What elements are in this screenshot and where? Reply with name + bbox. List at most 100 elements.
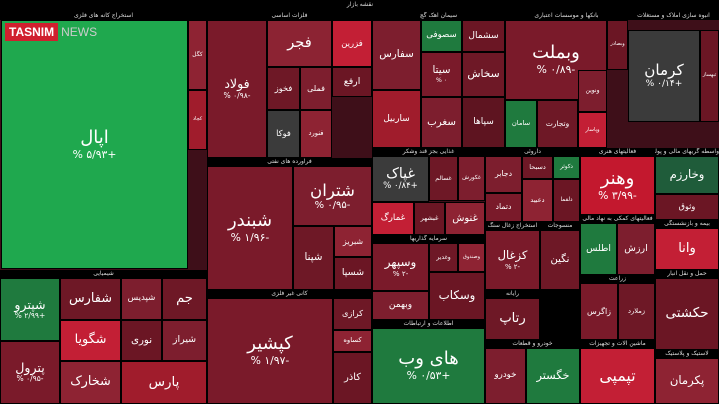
stock-name: کگل [192,51,203,58]
stock-tile: زاگرس [580,283,618,340]
stock-name: ارفع [343,75,361,87]
stock-name: وسپهر [384,254,417,269]
stock-name: های وب [398,348,459,370]
stock-name: جم [176,291,193,307]
sector-title: واسطه گریهای مالی و پولی [655,148,719,156]
stock-tile: شبندر -۱/۹۶ % [207,166,293,290]
stock-name: وخارزم [669,167,705,182]
stock-name: وسکاب [438,288,476,303]
stock-tile: غمارگ [372,202,414,235]
stock-tile: وثوق [655,194,719,220]
stock-name: شبریز [342,236,364,246]
stock-name: سخاش [467,67,500,81]
stock-tile: اطلس [580,223,617,275]
sector-title: ماشین آلات و تجهیزات [580,340,655,348]
stock-name: زملارد [627,306,646,315]
stock-tile: جم [162,278,207,320]
stock-tile: نوری [121,320,162,361]
stock-tile: پارس [121,361,207,404]
stock-tile: کرمان +۰/۱۴ % [628,30,700,122]
stock-change: -۰/۹۵ % [16,374,44,384]
stock-name: پترول [15,359,45,375]
stock-tile: ونوین [578,70,607,112]
stock-name: غنوش [452,212,478,224]
stock-tile: فولاد -۰/۹۸ % [207,20,267,158]
map-title: نقشه بازار [346,1,374,8]
stock-change: +۰/۱۴ % [645,79,683,90]
stock-name: شیراز [172,334,197,346]
sector-title: سیمان آهک گچ [372,12,505,20]
stock-tile: وبصادر [607,20,628,70]
sector-title: اطلاعات و ارتباطات [372,320,485,328]
stock-tile: نگین [540,230,580,290]
stock-name: کرمان [644,61,684,80]
stock-tile: سصوفی [421,20,462,52]
sector-title: حمل و نقل انبار [655,270,719,278]
stock-tile: فملی [300,67,332,110]
sector-title: فلزات اساسی [207,12,372,20]
stock-name: غبشهر [420,213,439,222]
stock-name: دسبحا [529,162,546,171]
stock-tile: شبریز [334,226,372,257]
stock-name: وصندوق [462,253,481,260]
stock-tile: وغدیر [429,243,458,272]
stock-name: وهنر [600,167,635,189]
stock-tile: شسپا [334,257,372,290]
stock-tile: دعبید [522,179,553,222]
stock-name: شفارس [69,290,113,306]
stock-name: نوری [130,333,153,346]
stock-name: حکشتی [665,305,709,322]
stock-tile: غبشهر [414,202,445,235]
stock-tile: شتران -۰/۹۵ % [293,166,372,226]
stock-change: +۰/۸۴ % [383,181,418,192]
stock-tile: ارفع [332,67,372,97]
stock-name: وبصادر [610,41,625,48]
stock-tile: فزرین [332,20,372,67]
sector-title: خودرو و قطعات [485,340,580,348]
stock-name: شگویا [74,332,107,348]
stock-name: ونوین [585,87,600,95]
stock-name: شخارک [70,374,111,390]
stock-tile: وخارزم [655,156,719,194]
stock-change: -۳/۹۹ % [598,188,637,202]
stock-change: -۱/۹۷ % [250,354,290,368]
sector-title: بانکها و موسسات اعتباری [505,12,628,20]
stock-name: تپمپی [599,365,636,385]
stock-name: کرازی [341,308,364,319]
stock-name: فملی [307,83,325,93]
stock-tile: رتاپ [485,298,540,340]
stock-tile: سیتا ۰ % [421,52,462,97]
stock-tile: سپاها [462,97,505,148]
stock-tile: سخاش [462,52,505,97]
sector-title: داروئی [485,148,580,156]
stock-name: شتران [310,180,355,200]
sector-title: لاستیک و پلاستیک [655,350,719,358]
stock-tile: وتجارت [537,100,578,148]
stock-change: +۵/۹۳ % [72,147,117,161]
stock-name: رتاپ [499,311,526,327]
stock-tile: خودرو [485,348,526,404]
stock-name: فزرین [341,37,363,48]
stock-name: غسالم [435,174,452,182]
sector-title: کانی غیر فلزی [207,290,372,298]
stock-tile: شیراز [162,320,207,361]
stock-tile: غسالم [429,156,458,201]
stock-name: فجر [287,34,312,52]
stock-name: زاگرس [586,306,612,316]
stock-name: دعبید [530,195,545,204]
stock-name: وانا [678,241,696,257]
stock-name: ثبهساز [702,72,717,79]
stock-name: وپاسار [585,126,600,133]
stock-tile: سشمال [462,20,505,52]
stock-name: دتماد [495,202,512,212]
stock-tile: کپشیر -۱/۹۷ % [207,298,333,404]
stock-name: سیتا [432,64,451,77]
stock-tile: دجابر [485,156,522,193]
logo-brand: TASNIM [5,23,59,41]
stock-tile: پترول -۰/۹۵ % [0,341,60,404]
stock-tile: ارزش [617,223,655,275]
stock-change: +۲/۹۹ % [14,311,46,321]
stock-tile: شفارس [60,278,121,320]
stock-tile: های وب +۰/۵۳ % [372,328,485,404]
